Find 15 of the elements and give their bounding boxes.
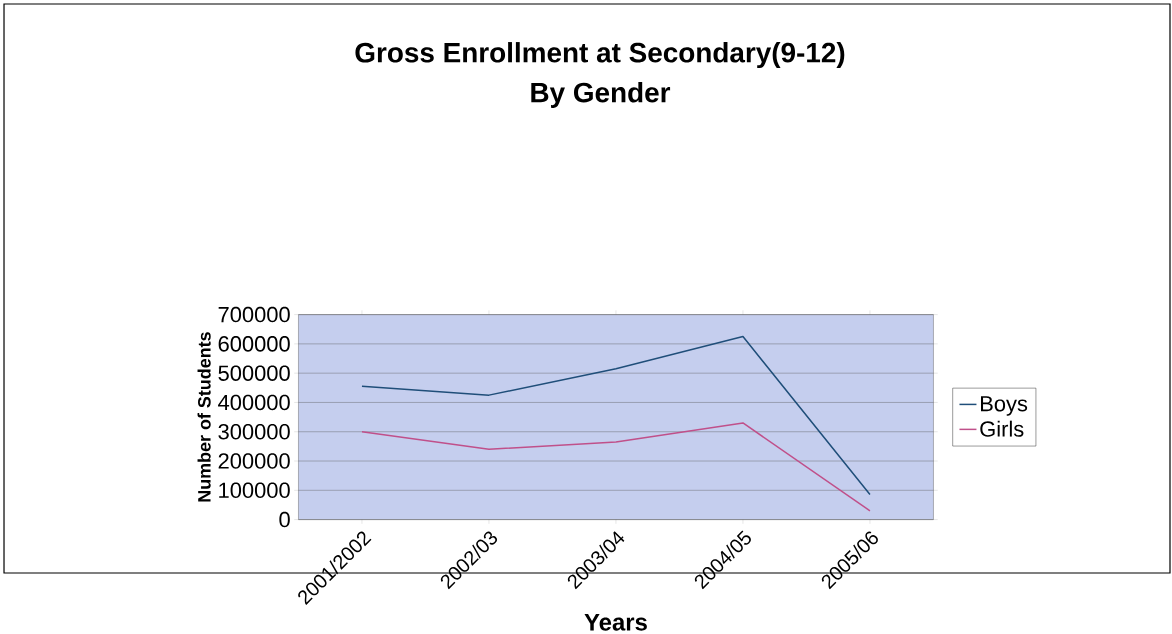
y-tick-label: 700000 [218, 306, 290, 323]
chart-title: Gross Enrollment at Secondary(9-12) By Gender [355, 42, 845, 108]
y-tick-label: 200000 [218, 453, 290, 469]
y-tick-label: 0 [279, 511, 290, 528]
legend-label: Boys [981, 396, 1028, 416]
line-series [361, 335, 871, 496]
y-tick-label: 500000 [218, 365, 290, 381]
y-tick-label: 600000 [218, 336, 290, 352]
line-series [361, 422, 871, 512]
x-axis-title: Years [584, 613, 647, 631]
y-tick-label: 100000 [219, 482, 290, 499]
legend-label: Girls [980, 420, 1024, 437]
y-axis-title: Number of Students [197, 332, 211, 502]
y-tick-label: 400000 [218, 394, 290, 411]
y-tick-label: 300000 [218, 423, 290, 440]
